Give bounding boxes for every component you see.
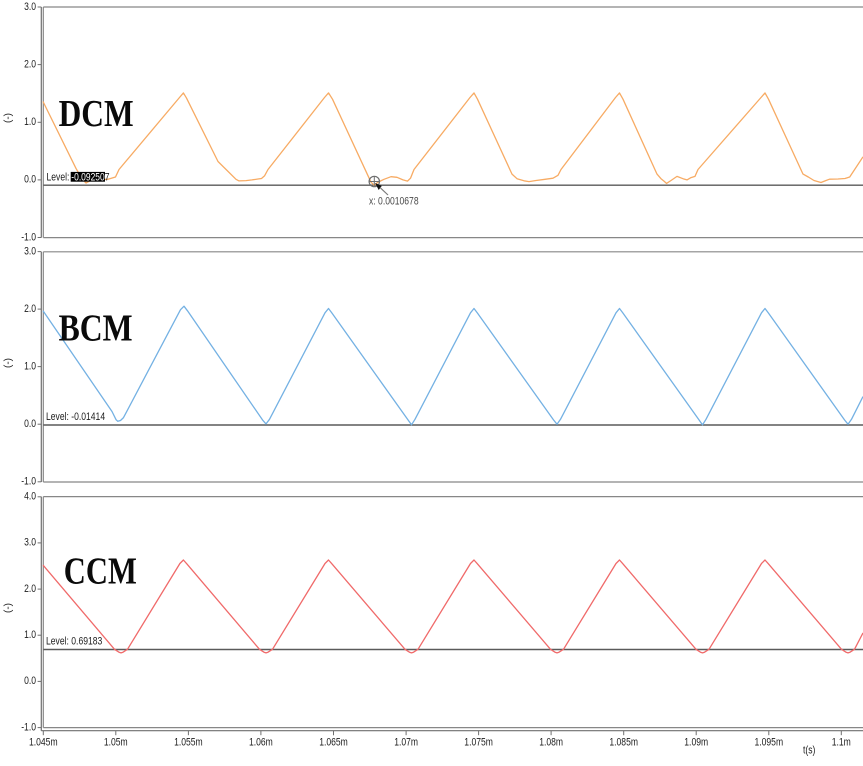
svg-text:0.0: 0.0 (24, 174, 36, 186)
svg-text:BCM: BCM (59, 308, 133, 350)
svg-text:1.0: 1.0 (24, 116, 36, 128)
svg-text:t(s): t(s) (803, 745, 815, 757)
svg-text:1.0: 1.0 (24, 360, 36, 372)
svg-text:(-): (-) (3, 603, 14, 613)
svg-text:0.0: 0.0 (24, 418, 36, 430)
svg-text:1.085m: 1.085m (609, 736, 638, 748)
svg-text:(-): (-) (3, 113, 14, 123)
svg-text:1.07m: 1.07m (394, 736, 418, 748)
svg-text:3.0: 3.0 (24, 537, 36, 549)
svg-text:4.0: 4.0 (24, 491, 36, 503)
svg-text:1.075m: 1.075m (464, 736, 493, 748)
svg-text:Level: 0.69183: Level: 0.69183 (46, 636, 102, 648)
svg-text:Level: -0.01414: Level: -0.01414 (46, 411, 105, 423)
svg-text:1.065m: 1.065m (319, 736, 348, 748)
svg-text:1.08m: 1.08m (539, 736, 563, 748)
svg-text:1.095m: 1.095m (755, 736, 784, 748)
svg-text:3.0: 3.0 (24, 245, 36, 257)
svg-text:0.0: 0.0 (24, 675, 36, 687)
svg-text:1.055m: 1.055m (174, 736, 203, 748)
svg-text:3.0: 3.0 (24, 1, 36, 13)
svg-text:1.09m: 1.09m (684, 736, 708, 748)
svg-text:1.0: 1.0 (24, 629, 36, 641)
svg-text:1.1m: 1.1m (832, 736, 851, 748)
svg-text:7: 7 (105, 171, 110, 183)
svg-text:-0.09250: -0.09250 (71, 171, 104, 183)
svg-text:(-): (-) (3, 358, 14, 368)
svg-text:CCM: CCM (64, 551, 137, 593)
svg-text:2.0: 2.0 (24, 583, 36, 595)
svg-text:1.045m: 1.045m (29, 736, 58, 748)
svg-text:x: 0.0010678: x: 0.0010678 (369, 196, 419, 208)
svg-text:Level:: Level: (47, 171, 70, 183)
svg-text:-1.0: -1.0 (21, 476, 36, 488)
svg-text:1.06m: 1.06m (249, 736, 273, 748)
svg-text:-1.0: -1.0 (21, 721, 36, 733)
svg-text:DCM: DCM (59, 93, 134, 135)
svg-text:2.0: 2.0 (24, 303, 36, 315)
svg-text:1.05m: 1.05m (104, 736, 128, 748)
svg-text:-1.0: -1.0 (21, 231, 36, 243)
svg-text:2.0: 2.0 (24, 58, 36, 70)
